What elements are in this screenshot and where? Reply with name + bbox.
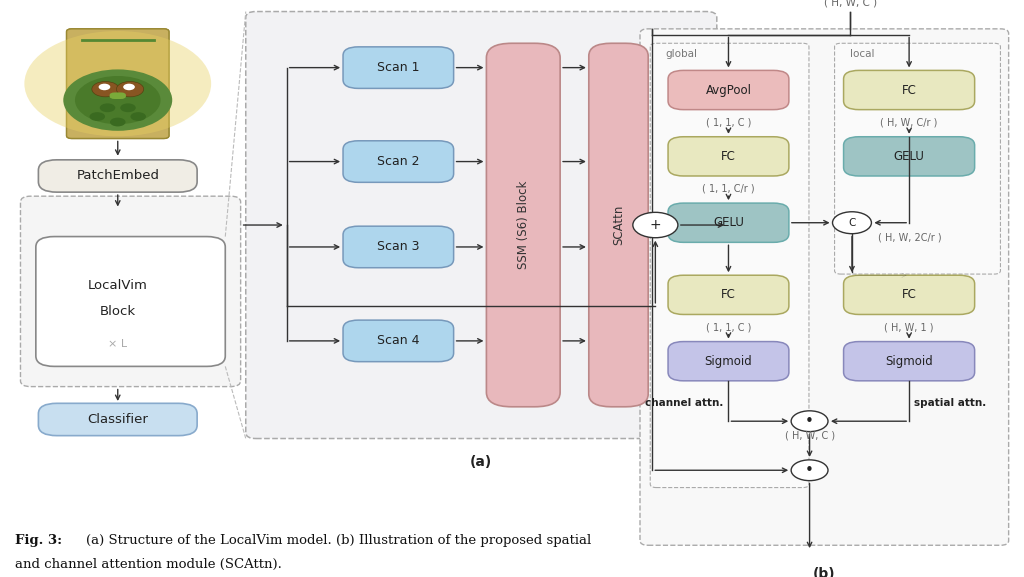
Text: Classifier: Classifier [87,413,148,426]
Circle shape [110,118,126,126]
Text: FC: FC [721,288,736,301]
Circle shape [120,103,136,112]
FancyBboxPatch shape [246,12,717,439]
Text: ( 1, 1, C ): ( 1, 1, C ) [706,117,752,128]
FancyBboxPatch shape [67,29,169,138]
Circle shape [98,84,111,90]
Text: ( H, W, 1 ): ( H, W, 1 ) [885,322,934,332]
Text: C: C [848,218,856,228]
Text: GELU: GELU [713,216,743,229]
Text: Fig. 3:: Fig. 3: [15,534,62,547]
Text: ( H, W, 2C/r ): ( H, W, 2C/r ) [878,232,941,242]
Circle shape [633,212,678,238]
Text: AvgPool: AvgPool [706,84,752,96]
Text: Scan 2: Scan 2 [377,155,420,168]
FancyBboxPatch shape [844,275,975,314]
Circle shape [130,112,146,121]
Text: (b): (b) [813,567,836,577]
FancyBboxPatch shape [39,403,197,436]
FancyBboxPatch shape [650,43,809,488]
Text: (a): (a) [470,455,493,469]
Circle shape [833,212,871,234]
Text: ( H, W, C/r ): ( H, W, C/r ) [881,117,938,128]
Circle shape [99,103,116,112]
FancyBboxPatch shape [343,320,454,362]
Text: Sigmoid: Sigmoid [885,355,933,368]
Text: SCAttn: SCAttn [612,205,625,245]
Text: SSM (S6) Block: SSM (S6) Block [517,181,529,269]
Text: FC: FC [902,84,916,96]
FancyBboxPatch shape [20,196,241,387]
Text: Scan 4: Scan 4 [377,335,420,347]
FancyBboxPatch shape [343,141,454,182]
Text: channel attn.: channel attn. [645,398,723,408]
FancyBboxPatch shape [668,342,788,381]
FancyBboxPatch shape [668,203,788,242]
FancyBboxPatch shape [668,70,788,110]
Text: Block: Block [99,305,136,319]
FancyBboxPatch shape [844,342,975,381]
FancyBboxPatch shape [36,237,225,366]
FancyBboxPatch shape [589,43,648,407]
Circle shape [25,31,211,136]
Circle shape [75,76,161,124]
Circle shape [89,112,105,121]
FancyBboxPatch shape [668,137,788,176]
FancyBboxPatch shape [343,226,454,268]
Text: ( H, W, C ): ( H, W, C ) [784,430,835,441]
Text: ( H, W, C ): ( H, W, C ) [823,0,877,8]
Text: •: • [805,463,814,478]
FancyBboxPatch shape [844,137,975,176]
Text: global: global [666,49,697,59]
Text: local: local [850,49,874,59]
Circle shape [792,460,828,481]
FancyBboxPatch shape [486,43,560,407]
Circle shape [792,411,828,432]
FancyBboxPatch shape [110,92,126,99]
Text: FC: FC [721,150,736,163]
Text: ( 1, 1, C/r ): ( 1, 1, C/r ) [702,183,755,194]
Text: •: • [805,414,814,429]
Text: Scan 3: Scan 3 [377,241,420,253]
Circle shape [123,84,135,90]
FancyBboxPatch shape [39,160,197,192]
Text: × L: × L [109,339,127,349]
Text: ( 1, 1, C ): ( 1, 1, C ) [706,322,752,332]
Text: FC: FC [902,288,916,301]
Text: (a) Structure of the LocalVim model. (b) Illustration of the proposed spatial: (a) Structure of the LocalVim model. (b)… [86,534,591,547]
Circle shape [63,69,172,131]
FancyBboxPatch shape [640,29,1009,545]
Text: Sigmoid: Sigmoid [705,355,753,368]
FancyBboxPatch shape [67,29,169,138]
FancyBboxPatch shape [835,43,1000,274]
Text: spatial attn.: spatial attn. [914,398,986,408]
Text: GELU: GELU [894,150,925,163]
FancyBboxPatch shape [343,47,454,88]
Circle shape [92,81,119,97]
Text: LocalVim: LocalVim [88,279,147,293]
Text: Scan 1: Scan 1 [377,61,420,74]
Circle shape [117,81,143,97]
Text: and channel attention module (SCAttn).: and channel attention module (SCAttn). [15,558,283,571]
Text: PatchEmbed: PatchEmbed [76,170,160,182]
Text: +: + [649,218,662,232]
FancyBboxPatch shape [668,275,788,314]
FancyBboxPatch shape [844,70,975,110]
